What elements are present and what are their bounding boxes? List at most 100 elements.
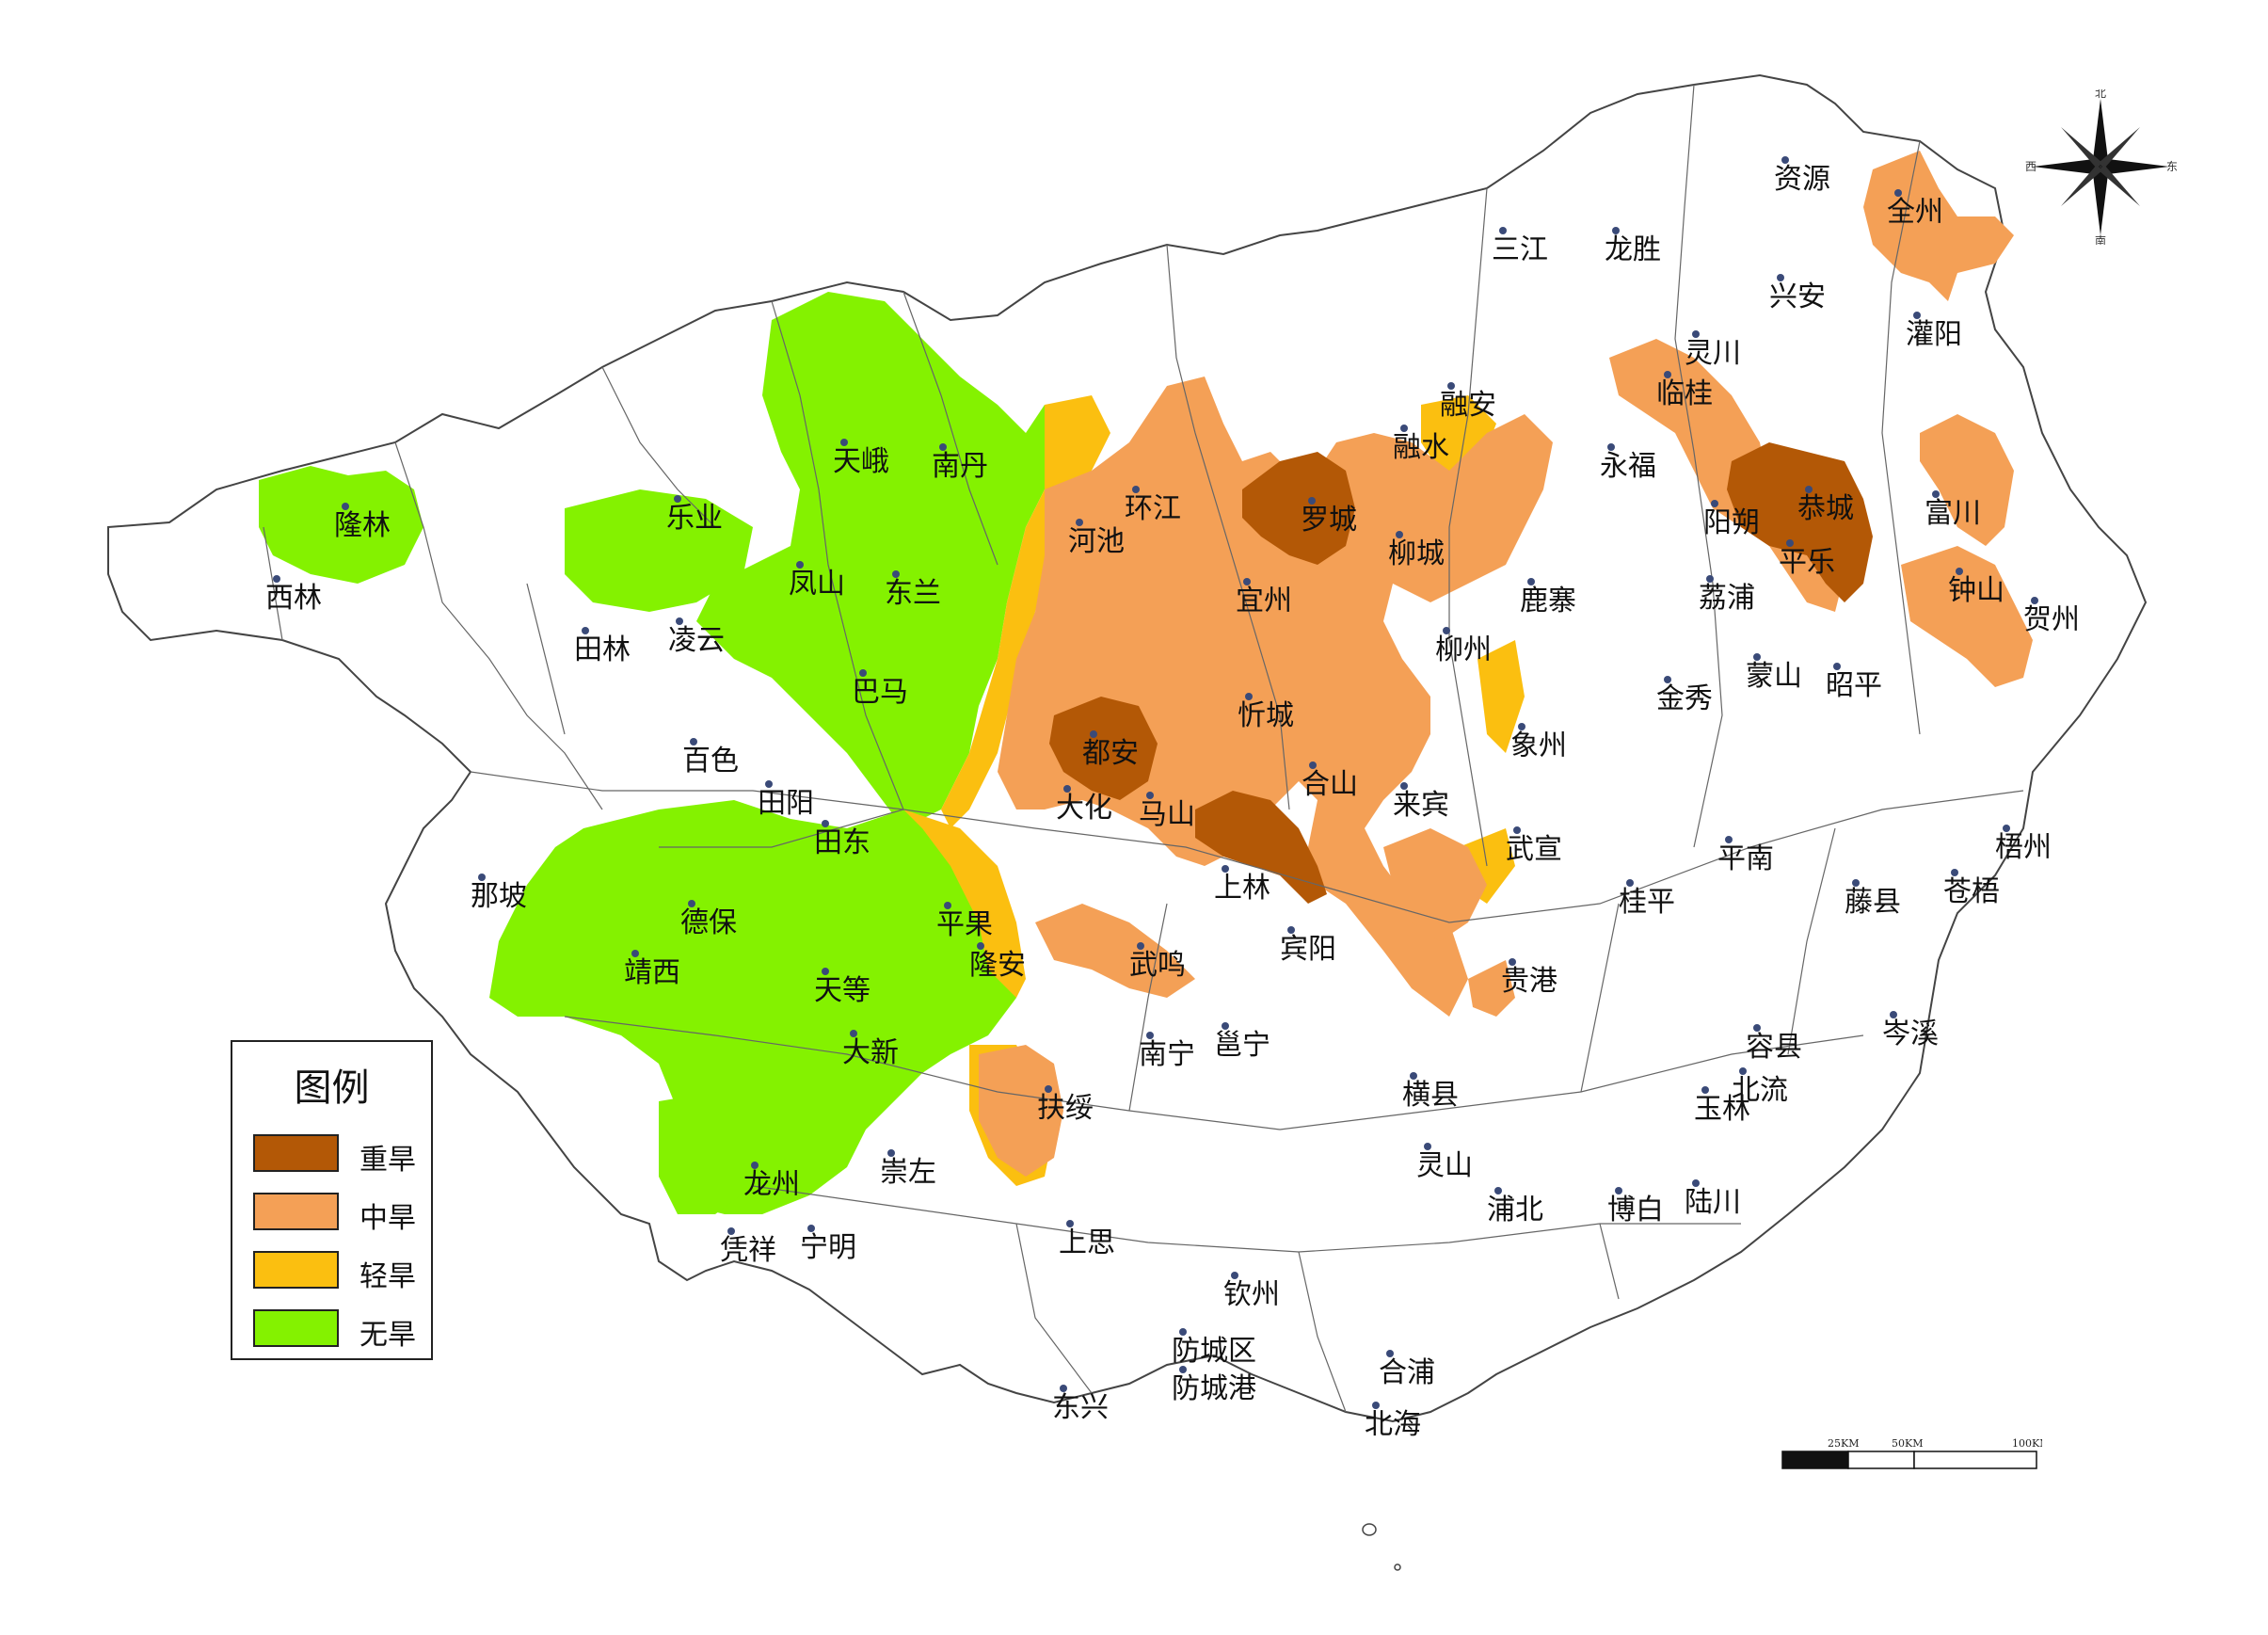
county-seat-marker [1146,1032,1154,1039]
county-label: 梧州 [1995,831,2052,864]
county-seat-marker [1243,578,1251,585]
county-label: 防城港 [1172,1372,1256,1405]
county-label: 隆林 [334,509,391,542]
scale-label-25: 25KM [1828,1437,1859,1450]
county-label: 田林 [574,633,631,666]
county-label: 浦北 [1487,1194,1543,1226]
county-seat-marker [1725,836,1733,843]
county-seat-marker [1245,693,1253,700]
county-seat-marker [1805,486,1813,493]
county-seat-marker [1410,1072,1417,1080]
county-label: 田东 [814,826,870,859]
county-seat-marker [1396,531,1403,538]
county-seat-marker [807,1225,815,1232]
county-label: 龙州 [743,1168,800,1201]
county-label: 扶绥 [1037,1092,1094,1125]
county-label: 上思 [1059,1226,1115,1259]
county-label: 富川 [1925,497,1981,530]
county-seat-marker [1287,926,1295,934]
county-seat-marker [1222,1022,1229,1030]
county-label: 横县 [1402,1079,1459,1112]
county-seat-marker [840,439,848,446]
county-seat-marker [1400,782,1408,790]
county-label: 桂平 [1619,886,1675,919]
county-seat-marker [796,561,804,569]
county-label: 崇左 [880,1156,936,1189]
county-label: 北海 [1365,1408,1421,1441]
county-seat-marker [1179,1366,1187,1373]
county-seat-marker [1913,312,1921,319]
county-label: 武鸣 [1129,949,1186,982]
islands [1362,1523,1401,1571]
county-seat-marker [273,575,280,583]
county-label: 恭城 [1797,492,1854,525]
compass-east: 东 [2166,160,2178,173]
county-label: 博白 [1607,1194,1664,1226]
county-label: 藤县 [1845,886,1901,919]
scale-label-100: 100KM [2012,1437,2042,1450]
county-label: 天峨 [833,445,889,478]
legend-swatch-light [253,1251,339,1289]
county-seat-marker [1499,227,1507,234]
county-label: 宜州 [1236,585,1292,617]
county-seat-marker [1386,1350,1394,1357]
county-label: 凌云 [668,624,725,657]
county-seat-marker [690,738,697,745]
county-label: 凤山 [789,568,845,601]
county-seat-marker [822,968,829,975]
county-seat-marker [1692,330,1700,338]
county-label: 三江 [1492,233,1548,266]
county-label: 武宣 [1506,833,1562,866]
county-label: 田阳 [758,787,814,820]
county-seat-marker [342,503,349,510]
county-seat-marker [1612,227,1620,234]
legend-title: 图例 [294,1066,370,1110]
county-seat-marker [2003,825,2010,832]
legend-label-severe: 重旱 [359,1144,416,1177]
legend-label-moderate: 中旱 [359,1202,416,1235]
county-seat-marker [1894,189,1902,197]
county-seat-marker [892,570,900,578]
county-seat-marker [1063,785,1071,793]
county-label: 钦州 [1223,1278,1280,1311]
zone-no-drought [259,292,1045,1214]
county-label: 忻城 [1238,699,1294,732]
legend-item-severe: 重旱 [253,1134,423,1177]
county-label: 陆川 [1685,1186,1741,1219]
county-label: 南宁 [1139,1038,1195,1071]
county-seat-marker [676,617,683,625]
legend-swatch-moderate [253,1193,339,1230]
county-label: 南丹 [932,450,988,483]
legend-label-none: 无旱 [359,1319,416,1352]
county-seat-marker [1447,382,1455,390]
county-label: 河池 [1068,525,1125,558]
county-seat-marker [1231,1272,1238,1279]
county-label: 合浦 [1379,1356,1435,1389]
county-seat-marker [1090,730,1097,738]
county-seat-marker [1400,425,1408,432]
county-seat-marker [1222,865,1229,873]
county-seat-marker [1045,1085,1052,1093]
county-label: 大新 [842,1036,899,1069]
county-label: 苍梧 [1943,875,2000,908]
legend-item-moderate: 中旱 [253,1193,423,1235]
county-label: 马山 [1139,798,1195,831]
county-seat-marker [1664,676,1671,683]
county-label: 那坡 [471,880,527,913]
county-seat-marker [1424,1143,1431,1150]
county-label: 合山 [1302,768,1358,801]
county-label: 容县 [1746,1031,1802,1064]
county-seat-marker [1951,869,1958,876]
county-label: 柳城 [1388,537,1445,570]
county-seat-marker [1443,627,1450,634]
county-seat-marker [1781,156,1789,164]
county-seat-marker [944,902,951,909]
county-label: 天等 [814,974,870,1007]
legend-item-light: 轻旱 [253,1251,423,1293]
county-label: 宁明 [800,1231,856,1264]
county-seat-marker [1890,1011,1897,1018]
county-seat-marker [1076,519,1083,526]
county-seat-marker [1786,539,1794,547]
county-seat-marker [1739,1067,1747,1075]
county-seat-marker [1513,826,1521,834]
